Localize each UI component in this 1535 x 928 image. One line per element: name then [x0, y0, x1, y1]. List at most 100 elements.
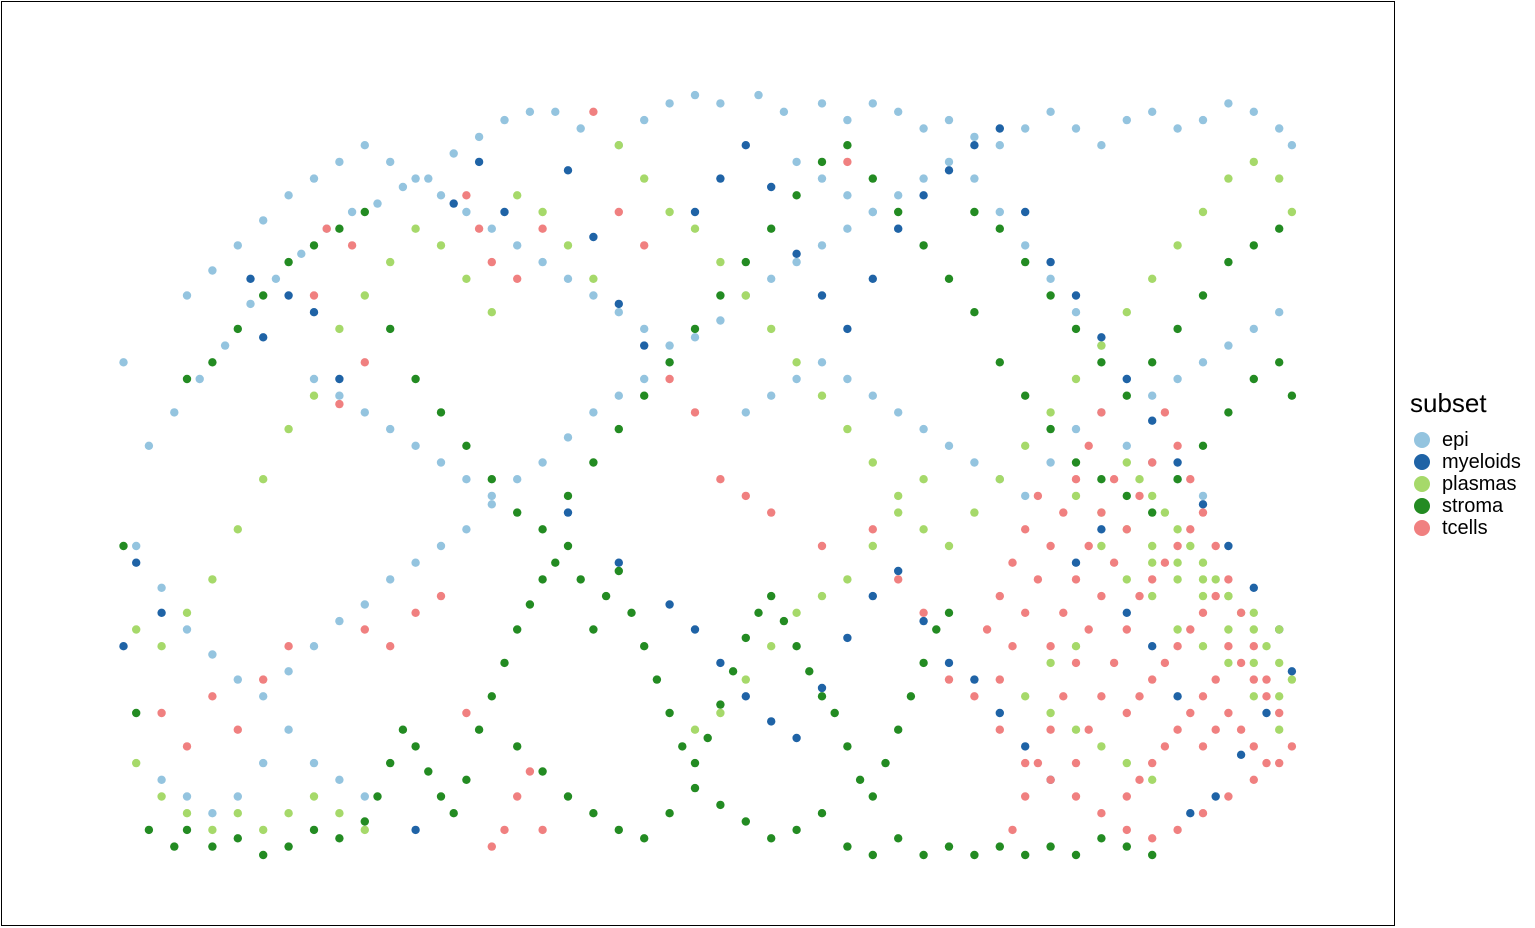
point-plasmas — [1224, 174, 1233, 183]
point-epi — [1097, 141, 1106, 150]
point-epi — [1249, 107, 1259, 117]
point-epi — [335, 616, 344, 626]
point-epi — [144, 441, 154, 450]
point-tcells — [1160, 742, 1170, 751]
point-plasmas — [843, 424, 852, 434]
point-myeloids — [614, 299, 623, 309]
point-stroma — [932, 625, 941, 634]
point-stroma — [144, 825, 154, 835]
point-myeloids — [640, 341, 649, 350]
point-tcells — [1071, 575, 1081, 584]
point-myeloids — [665, 600, 674, 609]
point-stroma — [513, 625, 522, 634]
point-myeloids — [1287, 667, 1297, 676]
point-plasmas — [360, 291, 369, 300]
point-tcells — [1148, 458, 1157, 467]
point-plasmas — [767, 324, 776, 334]
point-myeloids — [157, 608, 166, 617]
point-epi — [589, 291, 598, 300]
point-myeloids — [1186, 809, 1195, 818]
point-plasmas — [513, 191, 522, 200]
point-tcells — [1059, 508, 1068, 517]
point-epi — [411, 558, 420, 567]
point-plasmas — [1122, 458, 1132, 467]
point-epi — [386, 575, 395, 584]
point-stroma — [284, 257, 293, 267]
point-epi — [525, 107, 535, 117]
point-stroma — [690, 783, 700, 793]
point-tcells — [347, 241, 357, 250]
point-myeloids — [970, 675, 979, 684]
point-plasmas — [843, 575, 852, 584]
point-epi — [767, 391, 776, 400]
point-stroma — [1224, 408, 1233, 417]
point-stroma — [386, 758, 395, 768]
point-epi — [373, 199, 382, 208]
point-epi — [1122, 115, 1132, 125]
point-epi — [1148, 391, 1157, 400]
point-tcells — [1173, 725, 1182, 734]
point-myeloids — [919, 191, 928, 200]
point-tcells — [1084, 625, 1093, 634]
point-tcells — [1008, 558, 1017, 567]
point-myeloids — [767, 717, 776, 726]
point-tcells — [1173, 441, 1182, 450]
point-plasmas — [259, 475, 268, 484]
point-epi — [843, 115, 852, 125]
point-stroma — [1097, 475, 1106, 484]
point-plasmas — [1211, 575, 1220, 584]
point-plasmas — [919, 475, 928, 484]
point-stroma — [665, 358, 674, 367]
point-myeloids — [119, 642, 128, 651]
point-tcells — [1071, 792, 1081, 801]
point-plasmas — [386, 257, 395, 267]
point-epi — [284, 667, 293, 676]
point-stroma — [754, 608, 763, 617]
point-tcells — [1033, 758, 1043, 768]
panel-background — [1, 1, 1395, 926]
point-plasmas — [1020, 692, 1030, 701]
point-tcells — [1198, 742, 1208, 751]
point-plasmas — [640, 174, 649, 183]
point-tcells — [411, 608, 420, 617]
point-myeloids — [894, 224, 903, 233]
point-plasmas — [157, 642, 166, 651]
point-plasmas — [360, 825, 369, 835]
point-epi — [792, 257, 801, 267]
point-stroma — [1097, 358, 1106, 367]
point-stroma — [513, 508, 522, 517]
point-epi — [284, 191, 293, 200]
point-plasmas — [157, 792, 166, 801]
point-epi — [462, 525, 471, 534]
point-tcells — [1249, 642, 1259, 651]
point-stroma — [640, 834, 649, 843]
point-plasmas — [259, 825, 268, 835]
point-epi — [271, 274, 281, 283]
point-epi — [538, 257, 547, 267]
point-plasmas — [233, 809, 242, 818]
point-epi — [411, 174, 420, 183]
legend-item-tcells: tcells — [1410, 517, 1521, 539]
point-myeloids — [1020, 207, 1030, 217]
point-stroma — [614, 566, 623, 576]
point-myeloids — [919, 616, 928, 626]
point-epi — [500, 115, 509, 125]
point-plasmas — [309, 391, 319, 400]
point-plasmas — [792, 608, 801, 617]
point-epi — [741, 408, 750, 417]
point-epi — [132, 541, 141, 551]
point-plasmas — [1173, 575, 1182, 584]
point-plasmas — [1173, 558, 1182, 567]
point-tcells — [157, 708, 166, 718]
point-epi — [1046, 274, 1055, 283]
point-tcells — [322, 224, 331, 233]
point-plasmas — [1097, 341, 1106, 350]
point-stroma — [335, 224, 344, 233]
point-stroma — [640, 391, 649, 400]
point-epi — [208, 266, 217, 275]
point-epi — [538, 458, 547, 467]
point-stroma — [792, 191, 801, 200]
point-myeloids — [1198, 500, 1208, 509]
point-stroma — [208, 842, 217, 851]
point-tcells — [487, 842, 496, 851]
